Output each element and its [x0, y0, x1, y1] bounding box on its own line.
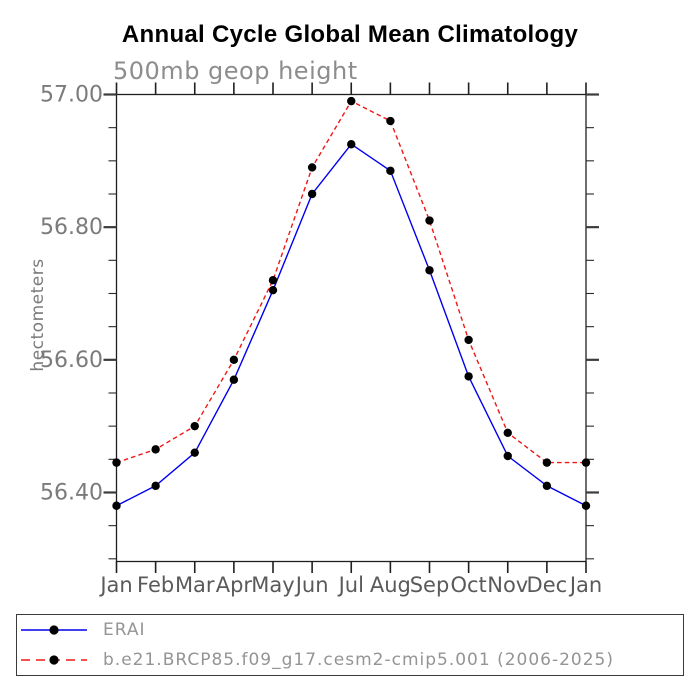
y-tick-label: 57.00	[40, 83, 103, 108]
chart-title: Annual Cycle Global Mean Climatology	[121, 21, 579, 48]
data-point-s0-Aug	[386, 166, 395, 175]
data-point-s1-Jan	[112, 458, 121, 467]
chart-subtitle: 500mb geop height	[113, 57, 358, 85]
legend-line-sample-solid	[21, 625, 87, 635]
plot-frame	[115, 93, 587, 563]
data-point-s1-Jun	[307, 163, 317, 172]
data-point-s0-Oct	[464, 372, 473, 381]
x-tick-label: Oct	[450, 573, 486, 597]
data-point-s0-Mar	[190, 448, 199, 457]
legend-line-sample-dashed	[21, 655, 87, 665]
data-point-s0-Sep	[425, 266, 434, 275]
data-point-s1-Jul	[347, 96, 356, 106]
data-point-s1-Feb	[151, 445, 160, 454]
x-tick-label: Jan	[568, 573, 602, 597]
x-tick-label: Apr	[216, 573, 253, 597]
data-point-s0-Apr	[229, 375, 239, 384]
legend-label: b.e21.BRCP85.f09_g17.cesm2-cmip5.001 (20…	[103, 650, 615, 670]
x-tick-label: Jul	[337, 573, 364, 597]
data-point-s0-Jan	[112, 501, 121, 510]
data-point-s0-Jun	[307, 189, 317, 199]
legend-item-erai: ERAI	[17, 615, 683, 645]
data-point-s1-May	[268, 276, 278, 285]
data-point-s1-Nov	[503, 428, 512, 437]
data-point-s0-Jan	[581, 501, 591, 510]
data-point-s1-Mar	[190, 421, 199, 431]
legend-box: ERAI b.e21.BRCP85.f09_g17.cesm2-cmip5.00…	[16, 614, 684, 676]
data-point-s0-Nov	[503, 451, 512, 461]
legend-label: ERAI	[103, 620, 146, 640]
y-tick-label: 56.60	[40, 348, 103, 373]
data-point-s1-Aug	[386, 116, 395, 126]
data-point-s0-Jul	[347, 140, 356, 149]
x-tick-label: Nov	[487, 573, 528, 597]
data-point-s0-May	[268, 285, 278, 295]
x-tick-label: Aug	[370, 573, 411, 597]
data-point-s0-Feb	[151, 481, 160, 491]
data-point-s1-Oct	[464, 335, 473, 345]
x-tick-label: Mar	[175, 573, 215, 597]
x-tick-label: May	[251, 573, 294, 597]
x-tick-label: Dec	[527, 573, 568, 597]
series-line-1	[116, 100, 586, 464]
data-point-s1-Dec	[542, 458, 552, 467]
x-tick-label: Jan	[98, 573, 132, 597]
legend-marker-dot-icon	[49, 625, 59, 635]
legend-item-cesm2: b.e21.BRCP85.f09_g17.cesm2-cmip5.001 (20…	[17, 645, 683, 675]
data-point-s1-Apr	[229, 355, 239, 365]
data-point-s1-Sep	[425, 216, 434, 225]
legend-marker-dot-icon	[49, 655, 59, 665]
series-line-0	[116, 143, 587, 507]
y-tick-label: 56.80	[40, 215, 103, 240]
x-tick-label: Jun	[294, 573, 329, 597]
data-point-s1-Jan	[581, 458, 591, 467]
x-tick-label: Sep	[410, 573, 450, 597]
x-tick-label: Feb	[137, 573, 174, 597]
data-point-s0-Dec	[542, 481, 552, 491]
y-tick-label: 56.40	[40, 480, 103, 505]
